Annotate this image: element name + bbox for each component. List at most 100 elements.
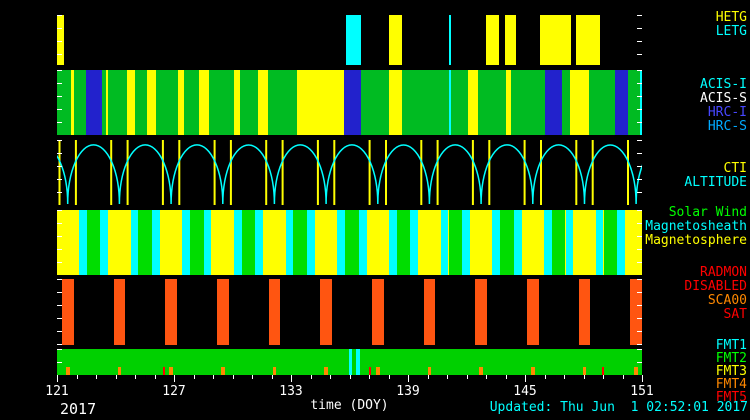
cti-mark: [368, 140, 371, 205]
magnetosheath-segment: [182, 210, 191, 275]
magnetosheath-segment: [152, 210, 160, 275]
magnetosheath-segment: [544, 210, 552, 275]
radmon-disabled-segment: [165, 279, 177, 345]
label-radmon: RADMON: [700, 265, 747, 280]
instrument-segment: [199, 70, 210, 135]
x-minor-tick: [154, 375, 156, 379]
radmon-disabled-segment: [423, 279, 436, 345]
cti-mark: [575, 140, 578, 205]
fmt4-mark: [66, 367, 70, 375]
solar-wind-segment: [551, 210, 566, 275]
label-hrc-s: HRC-S: [707, 119, 747, 134]
fmt4-mark: [634, 367, 638, 375]
x-minor-tick: [115, 375, 117, 379]
x-minor-tick: [349, 375, 351, 379]
x-minor-tick: [76, 375, 78, 379]
science-instrument-band: [57, 70, 642, 135]
x-minor-tick: [505, 375, 507, 379]
x-minor-tick: [427, 375, 429, 379]
hetg-segment: [539, 15, 571, 65]
cti-mark: [229, 140, 232, 205]
radmon-disabled-segment: [113, 279, 126, 345]
solar-wind-segment: [603, 210, 618, 275]
instrument-segment: [177, 70, 184, 135]
magnetosheath-segment: [234, 210, 242, 275]
x-major-tick: [57, 375, 58, 382]
x-minor-tick: [544, 375, 546, 379]
label-sat: SAT: [723, 307, 747, 322]
x-tick-label: 145: [513, 384, 537, 399]
cti-mark: [74, 140, 77, 205]
x-minor-tick: [486, 375, 487, 379]
magnetosheath-segment: [285, 210, 294, 275]
radmon-disabled-segment: [320, 279, 332, 345]
x-minor-tick: [564, 375, 565, 379]
solar-wind-segment: [138, 210, 152, 275]
fmt4-mark: [531, 367, 535, 375]
x-major-tick: [525, 375, 526, 382]
magnetosheath-segment: [410, 210, 419, 275]
telemetry-format-band: [57, 349, 642, 375]
x-minor-tick: [135, 375, 136, 379]
fmt5-mark: [601, 367, 605, 375]
cti-mark: [213, 140, 216, 205]
updated-timestamp: Updated: Thu Jun 1 02:52:01 2017: [489, 400, 748, 415]
radmon-disabled-segment: [268, 279, 281, 345]
cti-mark: [161, 140, 164, 205]
solar-wind-segment: [448, 210, 463, 275]
magnetosheath-segment: [595, 210, 604, 275]
fmt4-mark: [427, 367, 432, 375]
cti-mark: [58, 140, 61, 205]
label-altitude: ALTITUDE: [684, 175, 747, 190]
instrument-segment: [146, 70, 157, 135]
x-minor-tick: [388, 375, 390, 379]
magnetosheath-segment: [617, 210, 625, 275]
magnetosheath-segment: [440, 210, 449, 275]
x-major-tick: [642, 375, 643, 382]
magnetosheath-segment: [389, 210, 397, 275]
cti-mark: [488, 140, 491, 205]
hetg-segment: [57, 15, 64, 65]
instrument-segment: [70, 70, 74, 135]
solar-wind-segment: [500, 210, 514, 275]
magnetosheath-segment: [255, 210, 264, 275]
radmon-disabled-segment: [61, 279, 74, 345]
magnetosheath-segment: [492, 210, 501, 275]
label-acis-i: ACIS-I: [700, 77, 747, 92]
fmt4-mark: [221, 367, 225, 375]
label-sca00: SCA00: [707, 293, 747, 308]
fmt4-mark: [582, 367, 587, 375]
label-magnetosphere: Magnetosphere: [645, 233, 747, 248]
instrument-segment: [343, 70, 362, 135]
instrument-segment: [127, 70, 135, 135]
x-minor-tick: [271, 375, 273, 379]
x-major-tick: [408, 375, 409, 382]
radmon-band: [57, 279, 642, 345]
altitude-curve: [57, 144, 642, 205]
label-solar-wind: Solar Wind: [668, 205, 747, 220]
cti-mark: [126, 140, 129, 205]
x-minor-tick: [232, 375, 234, 379]
cti-mark: [333, 140, 336, 205]
cti-altitude-band: [57, 140, 642, 205]
magnetosheath-segment: [337, 210, 346, 275]
cti-mark: [420, 140, 423, 205]
radmon-disabled-segment: [578, 279, 591, 345]
fmt4-mark: [272, 367, 277, 375]
cti-mark: [385, 140, 387, 205]
cti-mark: [316, 140, 319, 205]
magnetosheath-segment: [78, 210, 87, 275]
cti-mark: [265, 140, 268, 205]
magnetosheath-segment: [462, 210, 470, 275]
x-major-tick: [174, 375, 175, 382]
plot-area: 121 127 133 139 145 151: [45, 0, 654, 420]
x-minor-tick: [583, 375, 585, 379]
radmon-disabled-segment: [630, 279, 642, 345]
fmt5-mark: [163, 367, 166, 375]
fmt5-mark: [368, 367, 372, 375]
label-acis-s: ACIS-S: [700, 91, 747, 106]
x-minor-tick: [447, 375, 448, 379]
letg-segment: [345, 15, 362, 65]
instrument-segment: [448, 70, 452, 135]
cti-mark: [178, 140, 181, 205]
